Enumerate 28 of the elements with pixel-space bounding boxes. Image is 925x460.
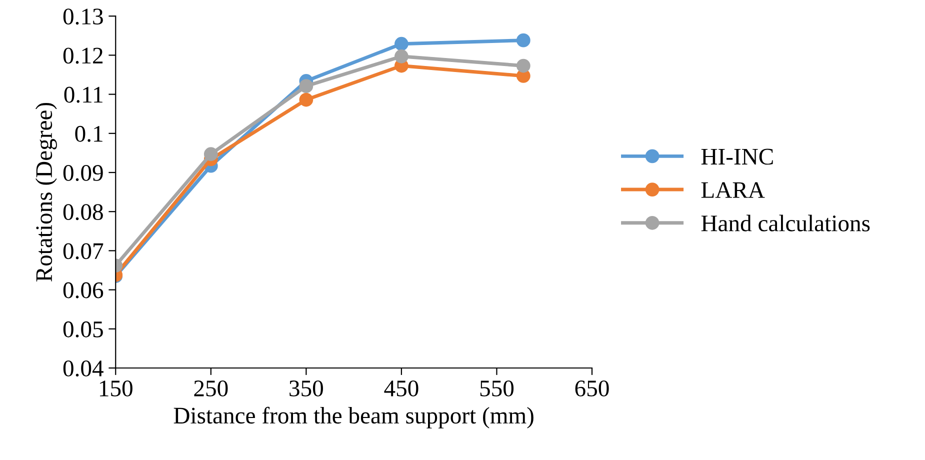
y-axis-title: Rotations (Degree): [35, 102, 57, 282]
y-tick-label: 0.08: [63, 204, 103, 220]
legend-label: Hand calculations: [701, 214, 870, 232]
y-tick-label: 0.09: [63, 164, 103, 182]
legend-label: LARA: [701, 182, 765, 198]
y-tick-label: 0.11: [64, 86, 102, 103]
point: [204, 147, 218, 162]
y-tick-label: 0.07: [63, 243, 104, 260]
point: [516, 58, 530, 73]
x-tick-label: 150: [100, 380, 132, 396]
x-tick-label: 350: [290, 380, 323, 396]
point: [299, 92, 314, 107]
y-tick-label: 0.12: [63, 48, 103, 64]
point: [299, 79, 314, 94]
y-tick-label: 0.04: [63, 360, 104, 377]
point: [394, 36, 408, 51]
x-axis-title: Distance from the beam support (mm): [174, 406, 534, 428]
y-tick-label: 0.05: [63, 321, 103, 338]
point: [394, 49, 408, 64]
y-tick-label: 0.13: [63, 8, 103, 25]
point: [516, 33, 530, 48]
legend-label: HI-INC: [701, 148, 773, 165]
y-tick-label: 0.06: [63, 282, 104, 298]
y-tick-label: 0.1: [75, 126, 102, 142]
x-tick-label: 550: [480, 380, 514, 396]
x-tick-label: 450: [384, 380, 418, 396]
x-tick-label: 650: [575, 380, 609, 396]
x-tick-label: 250: [194, 380, 228, 396]
